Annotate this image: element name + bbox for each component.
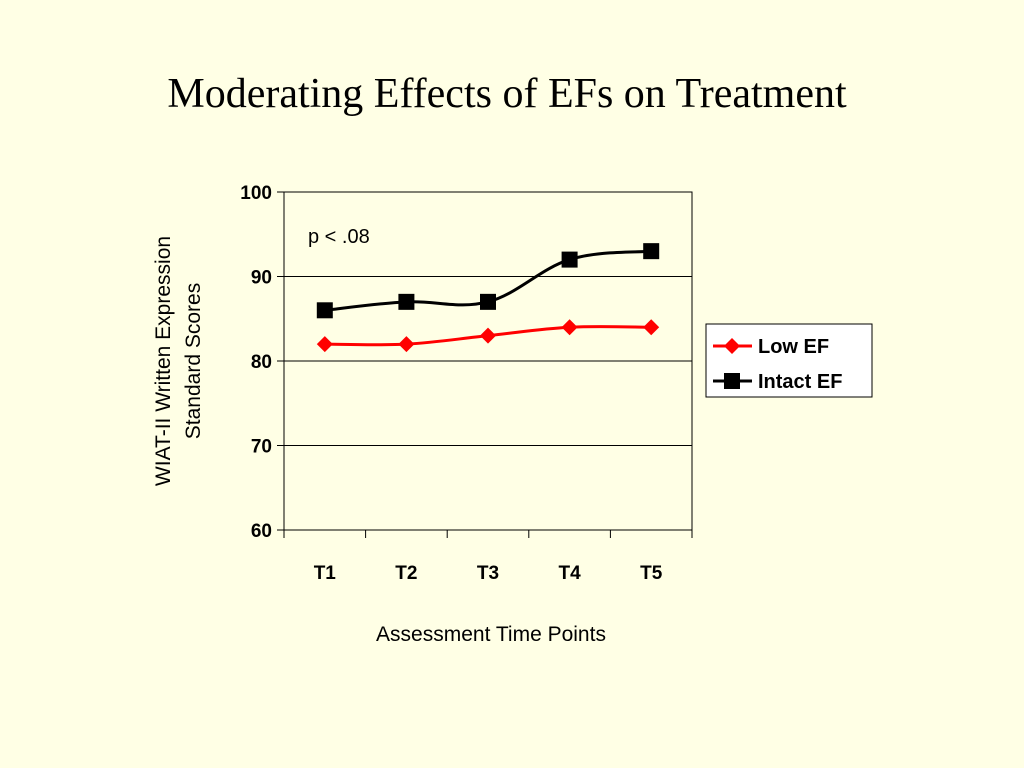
- legend-marker-low-ef: [724, 338, 740, 354]
- data-point-intact-ef: [316, 302, 333, 319]
- x-tick-label: T3: [477, 563, 499, 584]
- x-tick-label: T4: [559, 563, 582, 584]
- y-tick-label: 80: [251, 352, 272, 373]
- legend-item-low-ef: Low EF: [713, 336, 829, 358]
- data-point-intact-ef: [480, 293, 496, 310]
- y-tick-label: 60: [251, 521, 272, 542]
- series-low-ef: [316, 319, 660, 353]
- significance-annotation: p < .08: [308, 226, 370, 248]
- series-intact-ef: [316, 243, 660, 319]
- slide-title: Moderating Effects of EFs on Treatment: [167, 71, 847, 117]
- y-axis-title-line-2: Standard Scores: [182, 283, 205, 439]
- data-point-intact-ef: [643, 243, 660, 260]
- legend-label-intact-ef: Intact EF: [758, 371, 842, 393]
- y-axis-title: WIAT-II Written Expression Standard Scor…: [152, 236, 205, 486]
- x-tick-label: T1: [314, 563, 337, 584]
- data-point-intact-ef: [561, 251, 578, 268]
- x-tick-label: T5: [640, 563, 663, 584]
- legend: Low EF Intact EF: [705, 323, 873, 398]
- y-tick-label: 70: [251, 437, 272, 458]
- legend-item-intact-ef: Intact EF: [713, 371, 842, 393]
- legend-label-low-ef: Low EF: [758, 336, 829, 358]
- data-point-low-ef: [316, 336, 333, 353]
- data-point-low-ef: [643, 319, 660, 336]
- legend-marker-intact-ef: [724, 373, 740, 389]
- x-axis-title: Assessment Time Points: [376, 623, 606, 646]
- y-tick-label: 100: [240, 183, 272, 204]
- y-tick-label: 90: [251, 268, 272, 289]
- gridlines: [284, 276, 692, 446]
- data-point-intact-ef: [398, 293, 415, 310]
- x-axis-ticks: T1 T2 T3 T4 T5: [283, 530, 693, 584]
- series-group: [316, 243, 660, 353]
- y-axis-title-line-1: WIAT-II Written Expression: [152, 236, 175, 486]
- y-axis-ticks: 60 70 80 90 100: [240, 183, 284, 542]
- data-point-low-ef: [398, 336, 415, 353]
- data-point-low-ef: [480, 327, 496, 344]
- data-point-low-ef: [561, 319, 578, 336]
- x-tick-label: T2: [395, 563, 417, 584]
